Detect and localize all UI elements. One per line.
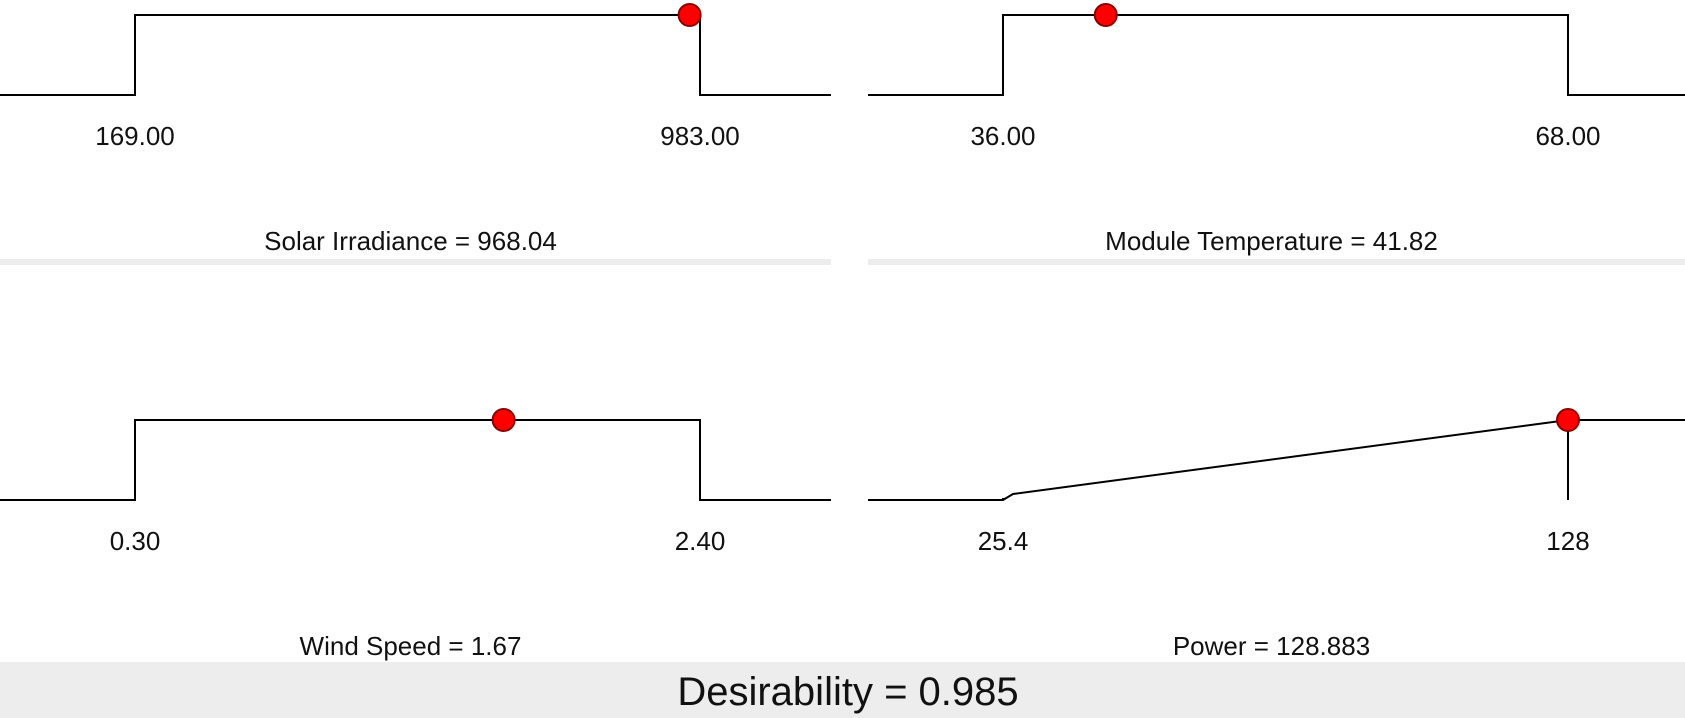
- response-title: Power = 128.883: [1173, 631, 1370, 661]
- response-panels: 169.00 983.00 Solar Irradiance = 968.04 36.…: [0, 3, 1685, 661]
- desirability-curve: [0, 14, 831, 96]
- desirability-bar: [0, 662, 1685, 718]
- response-panel: 169.00 983.00 Solar Irradiance = 968.04: [0, 3, 831, 256]
- response-title: Wind Speed = 1.67: [300, 631, 522, 661]
- current-value-marker[interactable]: [677, 3, 702, 27]
- response-panel: 0.30 2.40 Wind Speed = 1.67: [0, 408, 831, 661]
- panel-separator: [868, 259, 1685, 265]
- desirability-label: Desirability = 0.985: [677, 670, 1018, 714]
- low-limit-label: 0.30: [110, 526, 161, 556]
- low-limit-label: 169.00: [95, 121, 175, 151]
- high-limit-label: 128: [1546, 526, 1589, 556]
- response-title: Solar Irradiance = 968.04: [264, 226, 557, 256]
- response-title: Module Temperature = 41.82: [1105, 226, 1438, 256]
- response-panel: 25.4 128 Power = 128.883: [868, 408, 1685, 661]
- low-limit-label: 36.00: [970, 121, 1035, 151]
- desirability-curve: [0, 419, 831, 501]
- desirability-curve: [868, 419, 1685, 501]
- panel-separator: [0, 259, 831, 265]
- current-value-marker[interactable]: [491, 408, 516, 432]
- current-value-marker[interactable]: [1093, 3, 1118, 27]
- response-panel: 36.00 68.00 Module Temperature = 41.82: [868, 3, 1685, 256]
- high-limit-label: 2.40: [675, 526, 726, 556]
- desirability-curve: [868, 14, 1685, 96]
- panel-separators: [0, 259, 1685, 265]
- current-value-marker[interactable]: [1556, 408, 1580, 432]
- low-limit-label: 25.4: [978, 526, 1029, 556]
- high-limit-label: 68.00: [1535, 121, 1600, 151]
- high-limit-label: 983.00: [660, 121, 740, 151]
